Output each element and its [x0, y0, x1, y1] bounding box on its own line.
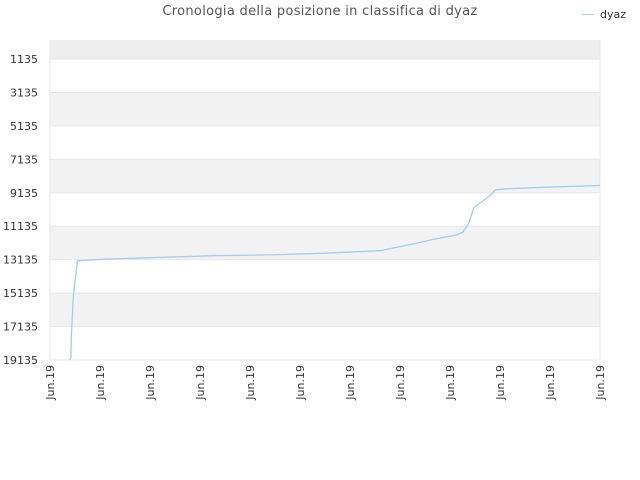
y-tick-label: 5135 [10, 120, 38, 133]
y-tick-label: 9135 [10, 187, 38, 200]
y-tick-label: 19135 [3, 354, 38, 367]
chart-title: Cronologia della posizione in classifica… [162, 4, 478, 19]
x-tick-label: Jun.19 [244, 365, 257, 401]
y-tick-label: 11135 [3, 220, 38, 233]
x-tick-label: Jun.19 [494, 365, 507, 401]
x-tick-label: Jun.19 [94, 365, 107, 401]
series-layer [68, 184, 601, 361]
y-tick-label: 17135 [3, 321, 38, 334]
plot-band [50, 92, 600, 126]
x-axis-ticks: Jun.19 Jun.19 Jun.19 Jun.19 Jun.19 Jun.19 Jun.… [44, 365, 607, 401]
x-tick-label: Jun.19 [344, 365, 357, 401]
legend-label: dyaz [599, 8, 626, 21]
y-tick-label: 3135 [10, 86, 38, 99]
x-tick-label: Jun.19 [294, 365, 307, 401]
x-tick-label: Jun.19 [144, 365, 157, 401]
series-line-dyaz [68, 184, 601, 361]
x-tick-label: Jun.19 [394, 365, 407, 401]
plot-band [50, 326, 600, 360]
x-tick-label: Jun.19 [594, 365, 607, 401]
plot-band [50, 226, 600, 260]
x-tick-label: Jun.19 [444, 365, 457, 401]
y-tick-label: 13135 [3, 254, 38, 267]
plot-band [50, 192, 600, 227]
y-axis-ticks: 1135 3135 5135 7135 9135 11135 13135 15135 17135… [3, 53, 38, 367]
y-tick-label: 15135 [3, 287, 38, 300]
legend: dyaz [581, 8, 626, 21]
x-tick-label: Jun.19 [544, 365, 557, 401]
plot-band [50, 293, 600, 327]
y-tick-label: 7135 [10, 153, 38, 166]
plot-band [50, 259, 600, 294]
x-tick-label: Jun.19 [44, 365, 57, 401]
x-tick-label: Jun.19 [194, 365, 207, 401]
plot-bands [50, 40, 600, 360]
legend-swatch [581, 14, 594, 15]
plot-band [50, 59, 600, 93]
gridlines [49, 40, 601, 361]
y-tick-label: 1135 [10, 53, 38, 66]
plot-band [50, 159, 600, 193]
plot-band-top [50, 40, 600, 59]
plot-band [50, 125, 600, 160]
